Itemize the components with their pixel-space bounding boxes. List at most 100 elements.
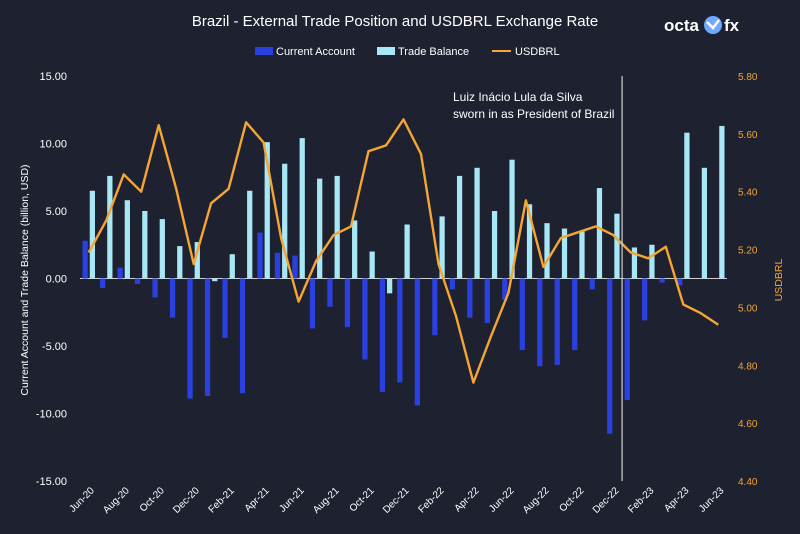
bar-trade-balance (474, 167, 480, 279)
x-tick-label: Apr-22 (453, 485, 482, 514)
bar-trade-balance (334, 175, 340, 279)
bar-current-account (677, 278, 683, 286)
bar-current-account (327, 278, 333, 307)
bar-trade-balance (509, 159, 515, 279)
x-tick-label: Dec-20 (171, 485, 202, 516)
bar-trade-balance (317, 178, 323, 279)
bar-trade-balance (526, 204, 533, 279)
legend-label-current-account: Current Account (276, 46, 355, 58)
bar-current-account (432, 278, 438, 336)
bar-trade-balance (579, 231, 585, 279)
bar-trade-balance (142, 211, 148, 279)
y-right-tick-label: 5.00 (738, 303, 758, 314)
y-right-tick-label: 5.20 (738, 246, 758, 257)
y-left-tick-label: -15.00 (36, 476, 67, 488)
bar-trade-balance (631, 247, 638, 279)
bar-trade-balance (107, 175, 113, 279)
bar-current-account (519, 278, 525, 351)
y-axis-right-title: USDBRL (773, 259, 785, 302)
bar-current-account (607, 278, 613, 434)
logo-check-icon (706, 19, 720, 30)
bar-current-account (292, 255, 298, 279)
y-left-tick-label: 5.00 (46, 206, 67, 218)
bar-trade-balance (561, 228, 568, 279)
y-left-tick-label: -5.00 (42, 341, 67, 353)
bar-current-account (117, 267, 123, 279)
bar-trade-balance (719, 125, 725, 279)
bar-trade-balance (369, 251, 375, 279)
y-right-tick-label: 4.60 (738, 419, 758, 430)
x-tick-label: Jun-20 (67, 485, 97, 515)
legend-swatch-current-account (255, 47, 273, 55)
bar-current-account (449, 278, 455, 290)
bar-current-account (467, 278, 473, 318)
y-right-tick-label: 5.80 (738, 72, 758, 83)
bar-trade-balance (439, 216, 445, 279)
bar-trade-balance (352, 220, 358, 279)
legend: Current Account Trade Balance USDBRL (255, 46, 560, 58)
bar-current-account (362, 278, 368, 360)
bar-current-account (204, 278, 211, 396)
bar-current-account (589, 278, 595, 290)
x-tick-label: Dec-21 (381, 485, 412, 516)
x-tick-label: Feb-21 (207, 485, 237, 515)
x-tick-label: Aug-22 (521, 485, 552, 516)
x-tick-label: Jun-23 (697, 485, 727, 515)
y-right-tick-label: 4.80 (738, 361, 758, 372)
x-tick-label: Oct-22 (557, 485, 586, 514)
legend-swatch-trade-balance (377, 47, 395, 55)
x-tick-label: Feb-22 (416, 485, 446, 515)
bar-current-account (554, 278, 560, 365)
bar-current-account (624, 278, 630, 400)
bar-trade-balance (596, 188, 603, 279)
y-left-tick-label: 0.00 (46, 274, 67, 286)
logo-text-right: fx (724, 16, 740, 35)
bar-current-account (379, 278, 386, 392)
bar-current-account (642, 278, 648, 321)
bar-trade-balance (264, 142, 270, 279)
bar-current-account (659, 278, 665, 283)
bar-current-account (309, 278, 316, 329)
logo-icon (704, 16, 722, 34)
x-tick-label: Jun-21 (277, 485, 307, 515)
y-right-tick-label: 4.40 (738, 477, 758, 488)
bar-trade-balance (387, 278, 393, 294)
x-tick-label: Apr-23 (662, 485, 691, 514)
bar-current-account (484, 278, 490, 324)
bar-current-account (82, 240, 88, 279)
bar-trade-balance (177, 246, 183, 279)
y-axis-left: 15.00 10.00 5.00 0.00 -5.00 -10.00 -15.00 (36, 71, 67, 488)
x-tick-label: Feb-23 (626, 485, 656, 515)
bar-trade-balance (684, 132, 690, 279)
logo-text-left: octa (664, 16, 700, 35)
bar-current-account (414, 278, 420, 406)
bar-current-account (134, 278, 141, 284)
bar-trade-balance (649, 244, 655, 279)
bars (82, 125, 725, 434)
usdbrl-line-layer (87, 118, 719, 384)
bar-current-account (397, 278, 403, 383)
bar-trade-balance (194, 242, 200, 279)
bar-trade-balance (404, 224, 410, 279)
bar-trade-balance (89, 190, 95, 279)
y-right-tick-label: 5.60 (738, 130, 758, 141)
bar-current-account (537, 278, 543, 367)
x-tick-label: Apr-21 (243, 485, 272, 514)
annotation-line-2: sworn in as President of Brazil (453, 107, 614, 121)
x-tick-label: Oct-20 (138, 485, 167, 514)
legend-label-trade-balance: Trade Balance (398, 46, 469, 58)
bar-trade-balance (229, 254, 235, 279)
chart-title: Brazil - External Trade Position and USD… (192, 13, 598, 30)
y-left-tick-label: 10.00 (39, 139, 67, 151)
legend-label-usdbrl: USDBRL (515, 46, 560, 58)
bar-current-account (502, 278, 508, 301)
bar-current-account (99, 278, 106, 288)
bar-current-account (239, 278, 246, 394)
bar-trade-balance (159, 219, 165, 279)
bar-current-account (274, 252, 281, 279)
x-tick-label: Aug-20 (101, 485, 132, 516)
bar-trade-balance (124, 200, 130, 279)
bar-trade-balance (456, 175, 463, 279)
x-tick-label: Dec-22 (591, 485, 622, 516)
